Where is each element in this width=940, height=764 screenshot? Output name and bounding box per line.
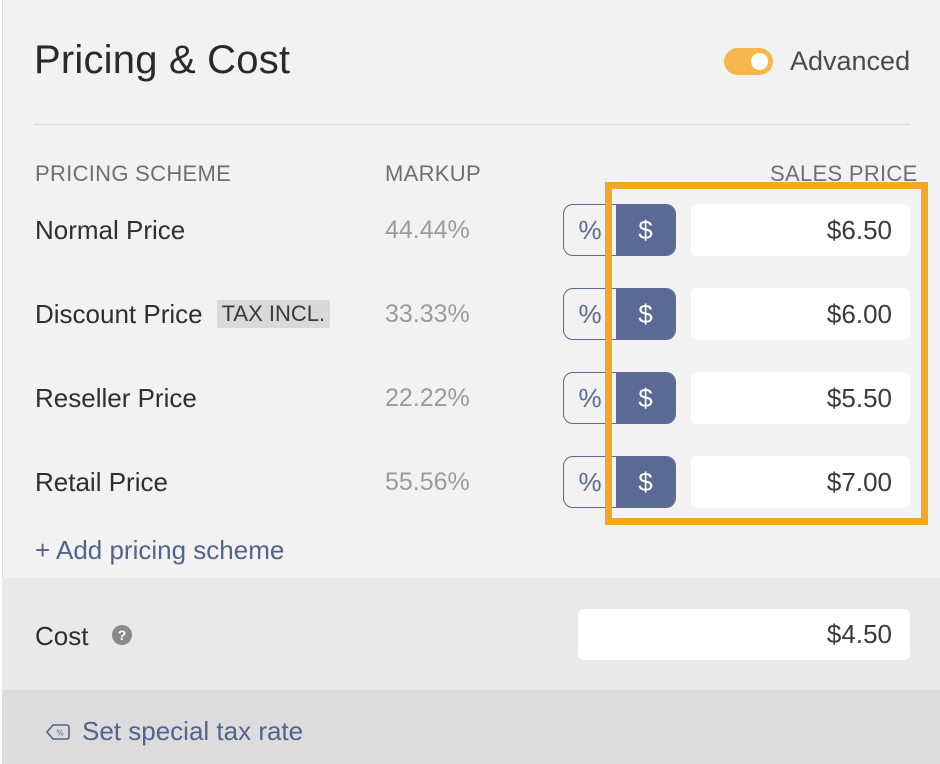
scheme-name: Retail Price bbox=[35, 467, 168, 497]
markup-value: 33.33% bbox=[385, 300, 470, 328]
markup-value: 22.22% bbox=[385, 384, 470, 412]
set-special-tax-rate-link[interactable]: % Set special tax rate bbox=[45, 716, 304, 747]
dollar-option[interactable]: $ bbox=[616, 289, 675, 339]
sales-price-input-discount[interactable] bbox=[691, 288, 910, 340]
scheme-name: Normal Price bbox=[35, 215, 186, 245]
advanced-toggle[interactable] bbox=[724, 48, 773, 75]
tax-included-badge: TAX INCL. bbox=[216, 300, 331, 328]
help-icon[interactable]: ? bbox=[112, 625, 132, 645]
dollar-option[interactable]: $ bbox=[616, 457, 675, 507]
percent-option[interactable]: % bbox=[578, 466, 602, 497]
header-divider bbox=[34, 124, 910, 125]
column-header-sales-price: SALES PRICE bbox=[770, 161, 918, 186]
toggle-knob bbox=[751, 53, 768, 70]
sales-price-input-normal[interactable] bbox=[691, 204, 910, 256]
column-header-markup: MARKUP bbox=[385, 161, 481, 186]
unit-toggle[interactable]: % $ bbox=[563, 372, 676, 424]
scheme-name: Reseller Price bbox=[35, 383, 197, 413]
cost-label: Cost bbox=[35, 621, 89, 651]
markup-value: 44.44% bbox=[385, 216, 470, 244]
dollar-option[interactable]: $ bbox=[616, 205, 675, 255]
percent-option[interactable]: % bbox=[578, 214, 602, 245]
advanced-label: Advanced bbox=[790, 46, 911, 76]
add-pricing-scheme-link[interactable]: + Add pricing scheme bbox=[35, 535, 285, 565]
sales-price-input-reseller[interactable] bbox=[691, 372, 910, 424]
advanced-toggle-group[interactable]: Advanced bbox=[724, 46, 910, 77]
unit-toggle[interactable]: % $ bbox=[563, 288, 676, 340]
tax-section bbox=[2, 690, 940, 764]
percent-option[interactable]: % bbox=[578, 298, 602, 329]
percent-option[interactable]: % bbox=[578, 382, 602, 413]
row-label-discount-price: Discount Price TAX INCL. bbox=[35, 299, 331, 330]
cost-input[interactable] bbox=[578, 609, 910, 660]
svg-text:%: % bbox=[56, 729, 64, 738]
tax-link-label: Set special tax rate bbox=[82, 716, 304, 746]
page-title: Pricing & Cost bbox=[34, 38, 291, 82]
tax-tag-icon: % bbox=[45, 716, 70, 747]
sales-price-input-retail[interactable] bbox=[691, 456, 910, 508]
unit-toggle[interactable]: % $ bbox=[563, 456, 676, 508]
scheme-name: Discount Price bbox=[35, 299, 203, 329]
column-header-pricing-scheme: PRICING SCHEME bbox=[35, 161, 232, 186]
unit-toggle[interactable]: % $ bbox=[563, 204, 676, 256]
row-label-retail-price: Retail Price bbox=[35, 467, 168, 498]
markup-value: 55.56% bbox=[385, 468, 470, 496]
row-label-reseller-price: Reseller Price bbox=[35, 383, 197, 414]
dollar-option[interactable]: $ bbox=[616, 373, 675, 423]
row-label-normal-price: Normal Price bbox=[35, 215, 185, 246]
